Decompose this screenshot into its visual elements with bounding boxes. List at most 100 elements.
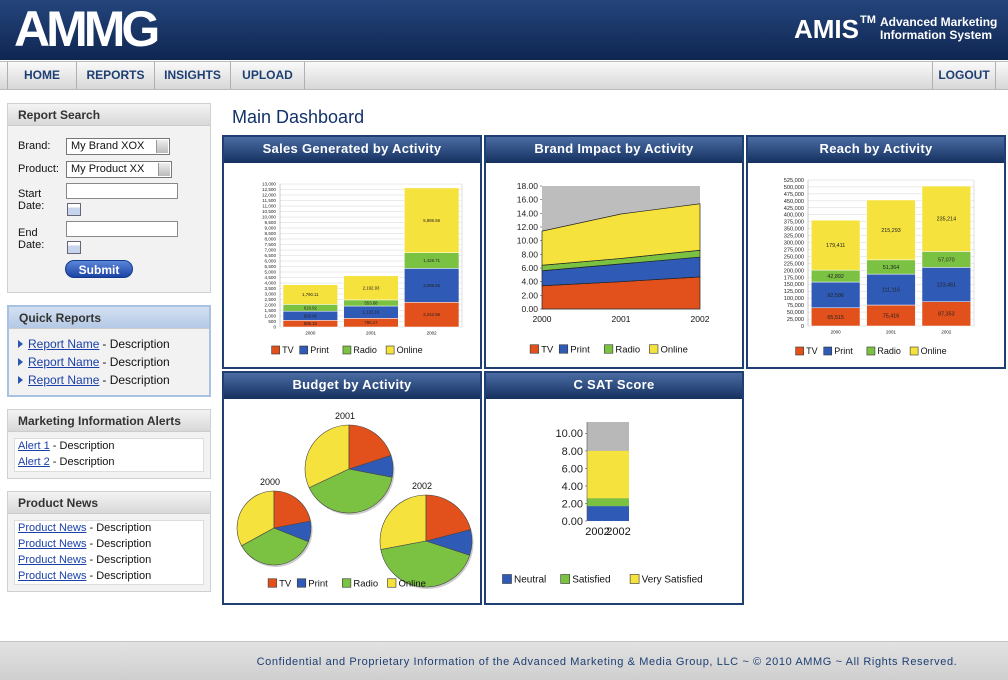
y-tick-label: 475,000 xyxy=(784,192,804,198)
legend-swatch xyxy=(342,578,352,588)
legend-swatch xyxy=(649,344,659,354)
legend-swatch xyxy=(296,578,307,588)
trademark: TM xyxy=(860,14,876,26)
product-select[interactable]: My Product XX xyxy=(66,161,172,178)
y-tick-label: 500,000 xyxy=(784,185,804,191)
x-tick-label: 2000 xyxy=(831,330,842,335)
link[interactable]: Report Name xyxy=(28,337,100,351)
submit-button[interactable]: Submit xyxy=(65,260,133,278)
y-tick-label: 7,000 xyxy=(265,248,277,253)
value-label: 1,426.71 xyxy=(423,258,440,263)
value-label: 553.68 xyxy=(364,300,378,305)
pie-slice xyxy=(241,527,309,566)
legend-label: Very Satisfied xyxy=(642,575,703,586)
select-arrow xyxy=(156,140,168,153)
y-tick-label: 1,500 xyxy=(265,308,277,313)
y-tick-label: 4.00 xyxy=(562,481,583,493)
nav-item[interactable]: HOME xyxy=(7,62,77,89)
y-tick-label: 300,000 xyxy=(784,241,804,247)
description: - Description xyxy=(89,538,152,550)
nav-item[interactable]: INSIGHTS xyxy=(155,62,231,89)
description: - Description xyxy=(102,337,170,351)
y-tick-label: 8,500 xyxy=(265,231,277,236)
legend-swatch xyxy=(502,574,512,584)
legend-label: Online xyxy=(921,346,947,356)
panel-title: C SAT Score xyxy=(486,373,742,399)
y-tick-label: 9,000 xyxy=(265,226,277,231)
start-date-input[interactable] xyxy=(66,183,178,199)
box-title: Marketing Information Alerts xyxy=(8,410,210,432)
y-tick-label: 0.00 xyxy=(562,516,583,528)
legend-label: Print xyxy=(310,345,329,355)
value-label: 215,293 xyxy=(881,228,901,234)
link[interactable]: Report Name xyxy=(28,355,100,369)
nav-logout[interactable]: LOGOUT xyxy=(932,62,996,89)
pie-slice xyxy=(425,494,471,542)
link[interactable]: Product News xyxy=(18,570,87,582)
box-title: Product News xyxy=(8,492,210,514)
value-label: 2,242.96 xyxy=(423,312,440,317)
box-body xyxy=(14,520,204,585)
y-tick-label: 6.00 xyxy=(521,263,538,273)
logo[interactable]: AMMG xyxy=(14,1,160,57)
y-tick-label: 6,500 xyxy=(265,253,277,258)
legend-swatch xyxy=(629,574,640,584)
footer xyxy=(0,641,1008,680)
value-label: 235,214 xyxy=(937,217,957,223)
y-tick-label: 2,000 xyxy=(265,303,277,308)
value-label: 57,070 xyxy=(938,257,955,263)
legend-label: TV xyxy=(806,346,818,356)
link[interactable]: Report Name xyxy=(28,373,100,387)
box-title: Quick Reports xyxy=(9,307,209,329)
value-label: 605.15 xyxy=(304,321,318,326)
value-label: 1,122.16 xyxy=(363,310,380,315)
legend-swatch xyxy=(795,346,804,356)
panel-title: Reach by Activity xyxy=(748,137,1004,163)
legend-label: TV xyxy=(282,345,294,355)
legend-swatch xyxy=(909,346,919,356)
bullet xyxy=(18,376,23,384)
nav-item[interactable]: UPLOAD xyxy=(231,62,305,89)
link[interactable]: Product News xyxy=(18,554,87,566)
legend-label: Neutral xyxy=(514,575,546,586)
chart-panel: Sales Generated by Activity 0 500 1,000 1,50… xyxy=(222,135,482,369)
legend-swatch xyxy=(342,345,352,355)
list-item: Alert 1- Description xyxy=(18,438,115,454)
link[interactable]: Product News xyxy=(18,538,87,550)
bar-segment xyxy=(811,281,861,309)
chart-panel: Reach by Activity 0 25,000 50,000 75,000 100,… xyxy=(746,135,1006,369)
legend-swatch xyxy=(385,345,395,355)
value-label: 87,353 xyxy=(938,312,955,318)
y-tick-label: 125,000 xyxy=(784,289,804,295)
brand-select[interactable]: My Brand XOX xyxy=(66,138,170,155)
y-tick-label: 9,500 xyxy=(265,220,277,225)
nav-item[interactable]: REPORTS xyxy=(77,62,155,89)
bar-segment xyxy=(343,275,399,301)
footer-text: Confidential and Proprietary Information… xyxy=(256,656,958,668)
legend-label: Online xyxy=(660,344,687,355)
pie-slice xyxy=(308,468,393,514)
chart: 2000 2001 2002 TV Print Radio Online xyxy=(236,411,474,589)
y-tick-label: 10,500 xyxy=(262,209,276,214)
link[interactable]: Alert 2 xyxy=(18,456,50,468)
calendar-icon[interactable] xyxy=(67,241,81,254)
bar-segment xyxy=(587,450,608,499)
y-tick-label: 400,000 xyxy=(784,213,804,219)
legend-label: Print xyxy=(570,344,590,355)
value-label: 619.92 xyxy=(304,305,318,310)
y-tick-label: 3,500 xyxy=(265,286,277,291)
y-tick-label: 0.00 xyxy=(521,304,538,314)
end-date-input[interactable] xyxy=(66,221,178,237)
legend-label: Radio xyxy=(877,346,901,356)
legend-swatch xyxy=(299,345,309,355)
legend-swatch xyxy=(823,346,833,356)
calendar-icon[interactable] xyxy=(67,203,81,216)
box-title: Report Search xyxy=(8,104,210,126)
link[interactable]: Alert 1 xyxy=(18,440,50,452)
link[interactable]: Product News xyxy=(18,522,87,534)
y-tick-label: 16.00 xyxy=(517,195,539,205)
panel-title: Budget by Activity xyxy=(224,373,480,399)
bar-segment xyxy=(608,498,629,507)
bar-segment xyxy=(608,506,629,521)
panel-title: Sales Generated by Activity xyxy=(224,137,480,163)
